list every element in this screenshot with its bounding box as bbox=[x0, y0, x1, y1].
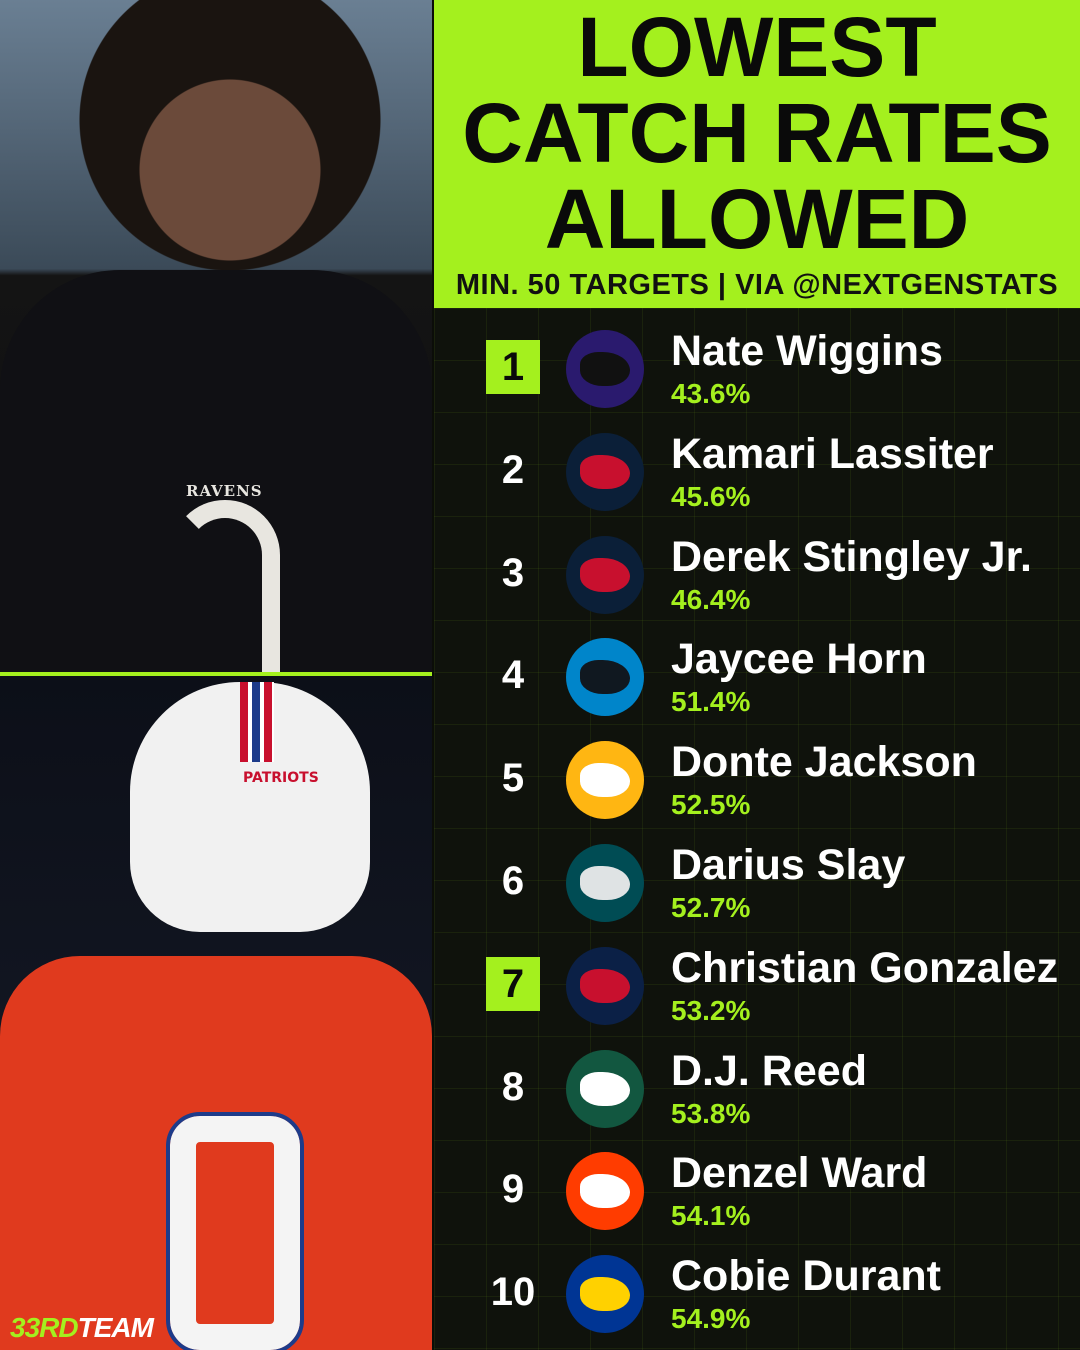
helmet-team-text: PATRIOTS bbox=[243, 770, 319, 786]
list-item: 9 Denzel Ward 54.1% bbox=[434, 1134, 1080, 1237]
panthers-logo-icon bbox=[566, 638, 644, 717]
player-name: Donte Jackson bbox=[671, 738, 977, 787]
rank-badge: 8 bbox=[501, 1064, 525, 1109]
jersey-number bbox=[170, 500, 280, 672]
rams-logo-icon bbox=[566, 1255, 644, 1334]
title-line: ALLOWED bbox=[544, 172, 970, 266]
texans-logo-icon bbox=[566, 432, 644, 511]
steelers-logo-icon bbox=[566, 741, 644, 820]
jersey bbox=[0, 270, 432, 672]
jersey-team-text: RAVENS bbox=[186, 482, 263, 500]
catch-rate: 45.6% bbox=[671, 480, 751, 512]
player-name: Denzel Ward bbox=[671, 1149, 928, 1198]
jets-logo-icon bbox=[566, 1049, 644, 1128]
player-name: Kamari Lassiter bbox=[671, 429, 994, 478]
patriots-logo-icon bbox=[566, 946, 644, 1025]
rank-badge: 1 bbox=[486, 340, 540, 394]
list-item: 4 Jaycee Horn 51.4% bbox=[434, 620, 1080, 723]
list-item: 3 Derek Stingley Jr. 46.4% bbox=[434, 518, 1080, 621]
catch-rate: 54.9% bbox=[671, 1303, 751, 1335]
catch-rate: 43.6% bbox=[671, 378, 751, 409]
texans-logo-icon bbox=[566, 535, 644, 614]
list-item: 2 Kamari Lassiter 45.6% bbox=[434, 415, 1080, 518]
brand-part1: 33RD bbox=[10, 1312, 79, 1343]
catch-rate: 46.4% bbox=[671, 583, 751, 615]
player-name: Cobie Durant bbox=[671, 1252, 941, 1301]
list-item: 10 Cobie Durant 54.9% bbox=[434, 1237, 1080, 1340]
player-name: Jaycee Horn bbox=[671, 635, 927, 684]
list-item: 7 Christian Gonzalez 53.2% bbox=[434, 929, 1080, 1032]
ravens-logo-icon bbox=[566, 330, 644, 408]
brand-part2: TEAM bbox=[77, 1312, 154, 1343]
rank-badge: 7 bbox=[486, 956, 540, 1011]
brand-logo: 33RDTEAM bbox=[10, 1312, 154, 1344]
rank-badge: 2 bbox=[501, 447, 525, 492]
rank-badge: 9 bbox=[501, 1167, 525, 1212]
rank-badge: 10 bbox=[490, 1270, 536, 1315]
player-name: Christian Gonzalez bbox=[671, 943, 1059, 992]
helmet-stripe bbox=[240, 682, 274, 762]
eagles-logo-icon bbox=[566, 844, 644, 922]
rank-badge: 5 bbox=[501, 756, 525, 801]
player-name: D.J. Reed bbox=[671, 1046, 867, 1095]
list-item: 1 Nate Wiggins 43.6% bbox=[434, 312, 1080, 415]
page-title: LOWEST CATCH RATES ALLOWED bbox=[434, 0, 1080, 262]
ranking-list: 1 Nate Wiggins 43.6% 2 Kamari Lassiter 45… bbox=[434, 308, 1080, 1350]
rank-badge: 3 bbox=[501, 550, 525, 595]
title-line: CATCH RATES bbox=[462, 86, 1052, 180]
list-item: 6 Darius Slay 52.7% bbox=[434, 826, 1080, 929]
list-item: 8 D.J. Reed 53.8% bbox=[434, 1032, 1080, 1135]
list-item: 5 Donte Jackson 52.5% bbox=[434, 723, 1080, 826]
catch-rate: 54.1% bbox=[671, 1200, 751, 1232]
header: LOWEST CATCH RATES ALLOWED MIN. 50 TARGE… bbox=[434, 0, 1080, 308]
player-photo-bottom: PATRIOTS bbox=[0, 676, 432, 1350]
catch-rate: 51.4% bbox=[671, 686, 751, 718]
catch-rate: 52.7% bbox=[671, 892, 751, 923]
title-line: LOWEST bbox=[577, 0, 937, 94]
catch-rate: 53.2% bbox=[671, 994, 751, 1026]
rank-badge: 6 bbox=[501, 859, 525, 903]
jersey bbox=[0, 956, 432, 1350]
player-name: Derek Stingley Jr. bbox=[671, 532, 1032, 581]
player-name: Darius Slay bbox=[671, 841, 906, 889]
rank-badge: 4 bbox=[501, 653, 525, 698]
player-photo-top: RAVENS bbox=[0, 0, 432, 672]
catch-rate: 53.8% bbox=[671, 1097, 751, 1129]
browns-logo-icon bbox=[566, 1152, 644, 1231]
player-name: Nate Wiggins bbox=[671, 327, 943, 375]
subtitle: MIN. 50 TARGETS | VIA @NEXTGENSTATS bbox=[455, 269, 1059, 301]
photo-divider bbox=[0, 672, 432, 676]
catch-rate: 52.5% bbox=[671, 789, 751, 821]
jersey-number bbox=[166, 1112, 304, 1350]
